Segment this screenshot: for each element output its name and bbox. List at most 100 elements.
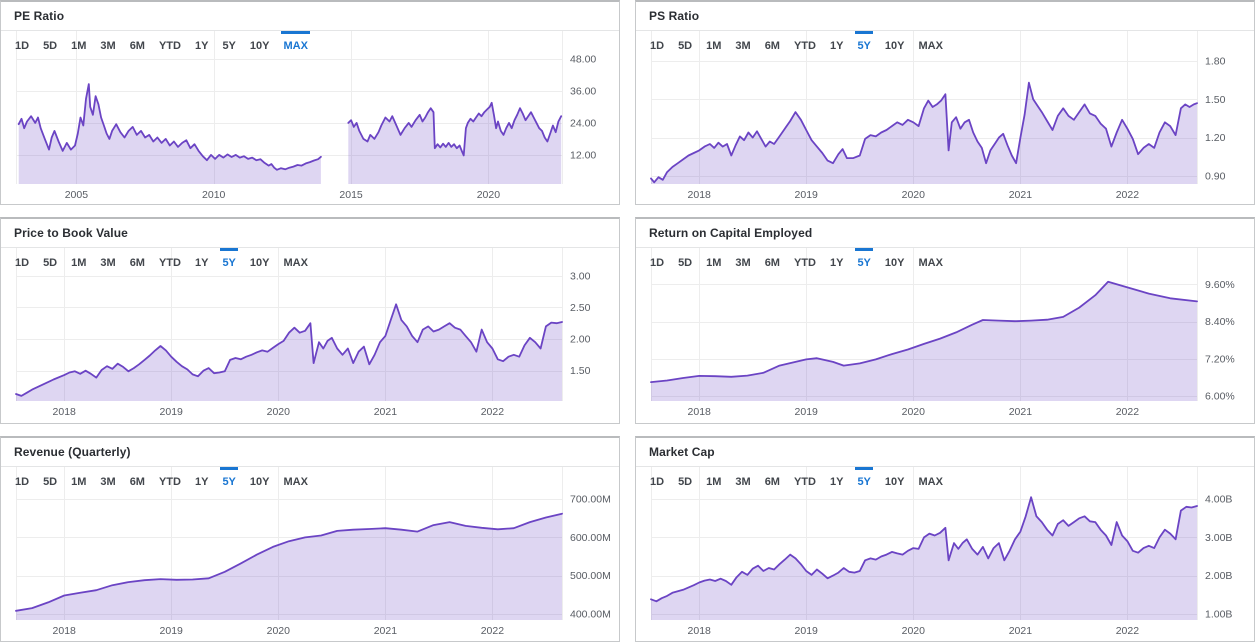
series-line [17, 83, 322, 171]
range-button-1y[interactable]: 1Y [829, 40, 844, 52]
range-selector: 1D 5D 1M 3M 6M YTD 1Y 5Y 10Y MAX [643, 248, 950, 274]
series-area-fill [651, 497, 1197, 620]
range-button-5d[interactable]: 5D [43, 40, 58, 52]
range-button-3m[interactable]: 3M [100, 476, 116, 488]
plot-area[interactable]: 400.00M 500.00M 600.00M 700.00M 2018 2019 2020… [1, 467, 619, 639]
chart-title: Revenue (Quarterly) [14, 445, 131, 459]
y-axis-label: 0.90 [1205, 171, 1226, 183]
range-button-10y[interactable]: 10Y [884, 476, 905, 488]
range-button-3m[interactable]: 3M [735, 40, 751, 52]
chart-panel-return-on-capital-employed: Return on Capital Employed 6.00% 7.20% 8.40… [635, 217, 1255, 424]
y-axis-label: 700.00M [570, 494, 611, 506]
x-axis-label: 2020 [902, 406, 926, 418]
plot-area[interactable]: 1.00B 2.00B 3.00B 4.00B 2018 2019 2020 2021 2022 [636, 467, 1254, 639]
y-axis-label: 3.00 [570, 270, 591, 282]
range-button-5y[interactable]: 5Y [215, 467, 242, 493]
range-button-1m[interactable]: 1M [71, 476, 87, 488]
range-button-3m[interactable]: 3M [100, 40, 116, 52]
range-button-5d[interactable]: 5D [678, 257, 693, 269]
series-line [650, 280, 1198, 383]
range-button-1d[interactable]: 1D [650, 40, 665, 52]
range-button-max[interactable]: MAX [918, 476, 943, 488]
x-axis-label: 2021 [1009, 189, 1033, 201]
range-button-5y[interactable]: 5Y [850, 467, 877, 493]
range-button-10y[interactable]: 10Y [249, 476, 270, 488]
range-button-6m[interactable]: 6M [129, 257, 145, 269]
series-line [15, 303, 563, 397]
y-axis-label: 2.00B [1205, 570, 1232, 582]
chart-title: PS Ratio [649, 9, 700, 23]
range-button-1m[interactable]: 1M [706, 476, 722, 488]
range-button-1m[interactable]: 1M [71, 257, 87, 269]
x-axis-label: 2020 [477, 189, 501, 201]
range-button-6m[interactable]: 6M [129, 476, 145, 488]
series-area-fill [651, 82, 1197, 184]
range-button-1y[interactable]: 1Y [829, 476, 844, 488]
chart-title: Price to Book Value [14, 226, 128, 240]
range-button-1d[interactable]: 1D [650, 257, 665, 269]
range-button-5y[interactable]: 5Y [850, 31, 877, 57]
panel-header: PS Ratio [636, 2, 1254, 31]
range-button-5d[interactable]: 5D [678, 40, 693, 52]
range-button-ytd[interactable]: YTD [158, 40, 181, 52]
series-line [347, 101, 563, 157]
range-button-1m[interactable]: 1M [71, 40, 87, 52]
range-button-5d[interactable]: 5D [43, 476, 58, 488]
range-button-10y[interactable]: 10Y [884, 257, 905, 269]
range-button-1y[interactable]: 1Y [829, 257, 844, 269]
range-button-1y[interactable]: 1Y [194, 40, 209, 52]
chart-title: PE Ratio [14, 9, 65, 23]
range-button-5y[interactable]: 5Y [222, 40, 236, 52]
range-button-1d[interactable]: 1D [15, 40, 30, 52]
range-button-ytd[interactable]: YTD [158, 476, 181, 488]
range-button-10y[interactable]: 10Y [249, 257, 270, 269]
plot-area[interactable]: 0.90 1.20 1.50 1.80 2018 2019 2020 2021 2022 [636, 31, 1254, 203]
x-axis-label: 2022 [481, 406, 505, 418]
range-button-max[interactable]: MAX [918, 257, 943, 269]
range-button-1d[interactable]: 1D [15, 257, 30, 269]
series-line [650, 496, 1198, 603]
range-button-3m[interactable]: 3M [735, 476, 751, 488]
y-axis-label: 36.00 [570, 85, 596, 97]
range-button-1d[interactable]: 1D [650, 476, 665, 488]
range-button-6m[interactable]: 6M [764, 257, 780, 269]
range-button-3m[interactable]: 3M [735, 257, 751, 269]
x-axis-label: 2022 [481, 625, 505, 637]
range-button-ytd[interactable]: YTD [158, 257, 181, 269]
range-button-max[interactable]: MAX [918, 40, 943, 52]
x-axis-label: 2019 [795, 189, 819, 201]
range-button-max[interactable]: MAX [283, 257, 308, 269]
range-button-6m[interactable]: 6M [129, 40, 145, 52]
range-button-6m[interactable]: 6M [764, 476, 780, 488]
range-button-5d[interactable]: 5D [678, 476, 693, 488]
range-button-1d[interactable]: 1D [15, 476, 30, 488]
y-axis-label: 7.20% [1205, 353, 1235, 365]
range-button-10y[interactable]: 10Y [884, 40, 905, 52]
range-button-1m[interactable]: 1M [706, 40, 722, 52]
range-button-6m[interactable]: 6M [764, 40, 780, 52]
range-button-1y[interactable]: 1Y [194, 257, 209, 269]
range-button-10y[interactable]: 10Y [249, 40, 270, 52]
range-button-1m[interactable]: 1M [706, 257, 722, 269]
chart-panel-price-to-book-value: Price to Book Value 1.50 2.00 2.50 3.00 2018 2… [0, 217, 620, 424]
x-axis-label: 2018 [688, 625, 712, 637]
plot-area[interactable]: 12.00 24.00 36.00 48.00 2005 2010 2015 2020 [1, 31, 619, 203]
range-button-ytd[interactable]: YTD [793, 40, 816, 52]
range-button-ytd[interactable]: YTD [793, 476, 816, 488]
range-button-1y[interactable]: 1Y [194, 476, 209, 488]
range-button-5y[interactable]: 5Y [850, 248, 877, 274]
range-button-5d[interactable]: 5D [43, 257, 58, 269]
y-axis-label: 24.00 [570, 117, 596, 129]
y-axis-label: 1.00B [1205, 608, 1232, 620]
range-button-max[interactable]: MAX [283, 476, 308, 488]
range-button-3m[interactable]: 3M [100, 257, 116, 269]
plot-area[interactable]: 1.50 2.00 2.50 3.00 2018 2019 2020 2021 2022 [1, 248, 619, 420]
y-axis-label: 4.00B [1205, 494, 1232, 506]
plot-area[interactable]: 6.00% 7.20% 8.40% 9.60% 2018 2019 2020 2021 2022 [636, 248, 1254, 420]
range-button-max[interactable]: MAX [276, 31, 314, 57]
y-axis-label: 9.60% [1205, 279, 1235, 291]
x-axis-label: 2015 [339, 189, 363, 201]
range-button-5y[interactable]: 5Y [215, 248, 242, 274]
range-button-ytd[interactable]: YTD [793, 257, 816, 269]
x-axis-label: 2022 [1116, 625, 1140, 637]
